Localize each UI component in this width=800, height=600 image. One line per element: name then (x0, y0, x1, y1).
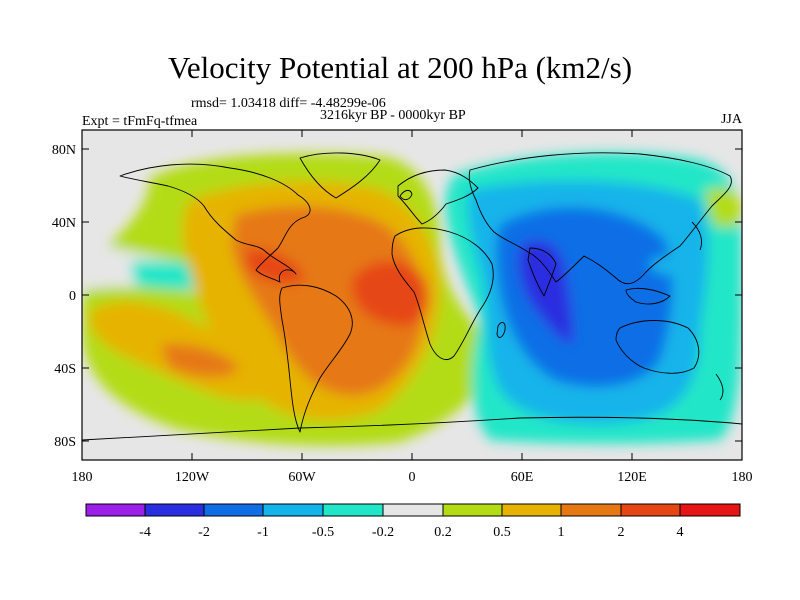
coast-asia (468, 152, 732, 285)
plot-title: Velocity Potential at 200 hPa (km2/s) (167, 50, 633, 85)
lat-axis (82, 148, 742, 442)
lat-label: 40N (52, 216, 76, 231)
lon-label: 180 (732, 470, 753, 485)
lat-label: 40S (54, 362, 76, 377)
colorbar-label: -1 (257, 525, 269, 540)
stats-line: rmsd= 1.03418 diff= -4.48299e-06 (191, 96, 386, 111)
colorbar-swatch (382, 503, 444, 517)
season-label: JJA (720, 112, 742, 127)
colorbar-swatch (442, 503, 503, 517)
colorbar-swatch (501, 503, 562, 517)
colorbar-label: -2 (198, 525, 210, 540)
colorbar-swatch (144, 503, 205, 517)
colorbar-swatch (262, 503, 324, 517)
contour-1-west (232, 206, 424, 396)
coast-greenland (299, 152, 381, 199)
colorbar-label: -4 (139, 525, 151, 540)
contour-neg2-east (518, 240, 573, 345)
colorbar-swatch (620, 503, 681, 517)
contour-field (82, 152, 742, 446)
colorbar-swatch (203, 503, 264, 517)
lon-axis (81, 130, 743, 460)
lat-label: 80N (52, 143, 76, 158)
colorbar-label: 1 (558, 525, 565, 540)
lon-label: 180 (72, 470, 93, 485)
coast-australia (615, 320, 700, 374)
lon-label: 120W (175, 470, 210, 485)
colorbar-swatch (679, 503, 741, 517)
coast-africa (391, 227, 494, 360)
colorbar-label: -0.5 (312, 525, 334, 540)
contour-2-caribbean (245, 249, 305, 284)
colorbar-swatch (322, 503, 384, 517)
coast-south-america (279, 284, 353, 433)
contour-2-atlantic (351, 261, 429, 326)
contour-pos-arctic (705, 188, 742, 228)
coast-north-america (119, 163, 311, 283)
colorbar-labels: -4 -2 -1 -0.5 -0.2 0.2 0.5 1 2 4 (139, 525, 683, 540)
colorbar-swatch (85, 503, 146, 517)
lon-label: 60W (288, 470, 316, 485)
colorbar-label: 4 (677, 525, 684, 540)
coast-europe (397, 169, 479, 225)
period-line: 3216kyr BP - 0000kyr BP (320, 108, 466, 123)
colorbar-label: -0.2 (372, 525, 394, 540)
coast-new-zealand (715, 373, 724, 401)
coast-uk (399, 189, 413, 201)
coast-maritime (625, 287, 671, 305)
experiment-label: Expt = tFmFq-tfmea (82, 114, 198, 129)
coastlines (82, 152, 742, 441)
contour-neg05-wpac (650, 256, 690, 276)
coast-india (527, 247, 557, 297)
colorbar-label: 0.2 (434, 525, 452, 540)
contour-1-spacific (160, 343, 240, 378)
lat-labels: 80N 40N 0 40S 80S (52, 143, 76, 450)
colorbar (85, 503, 741, 517)
lon-labels: 180 120W 60W 0 60E 120E 180 (72, 470, 753, 485)
colorbar-swatch (560, 503, 622, 517)
lon-label: 60E (511, 470, 534, 485)
coast-antarctica (82, 416, 742, 441)
colorbar-label: 0.5 (493, 525, 511, 540)
colorbar-label: 2 (618, 525, 625, 540)
map-fill (82, 130, 742, 460)
coast-japan (691, 221, 703, 251)
lat-label: 80S (54, 435, 76, 450)
lat-label: 0 (69, 289, 76, 304)
coast-madagascar (496, 322, 506, 338)
lon-label: 0 (409, 470, 416, 485)
lon-label: 120E (617, 470, 647, 485)
